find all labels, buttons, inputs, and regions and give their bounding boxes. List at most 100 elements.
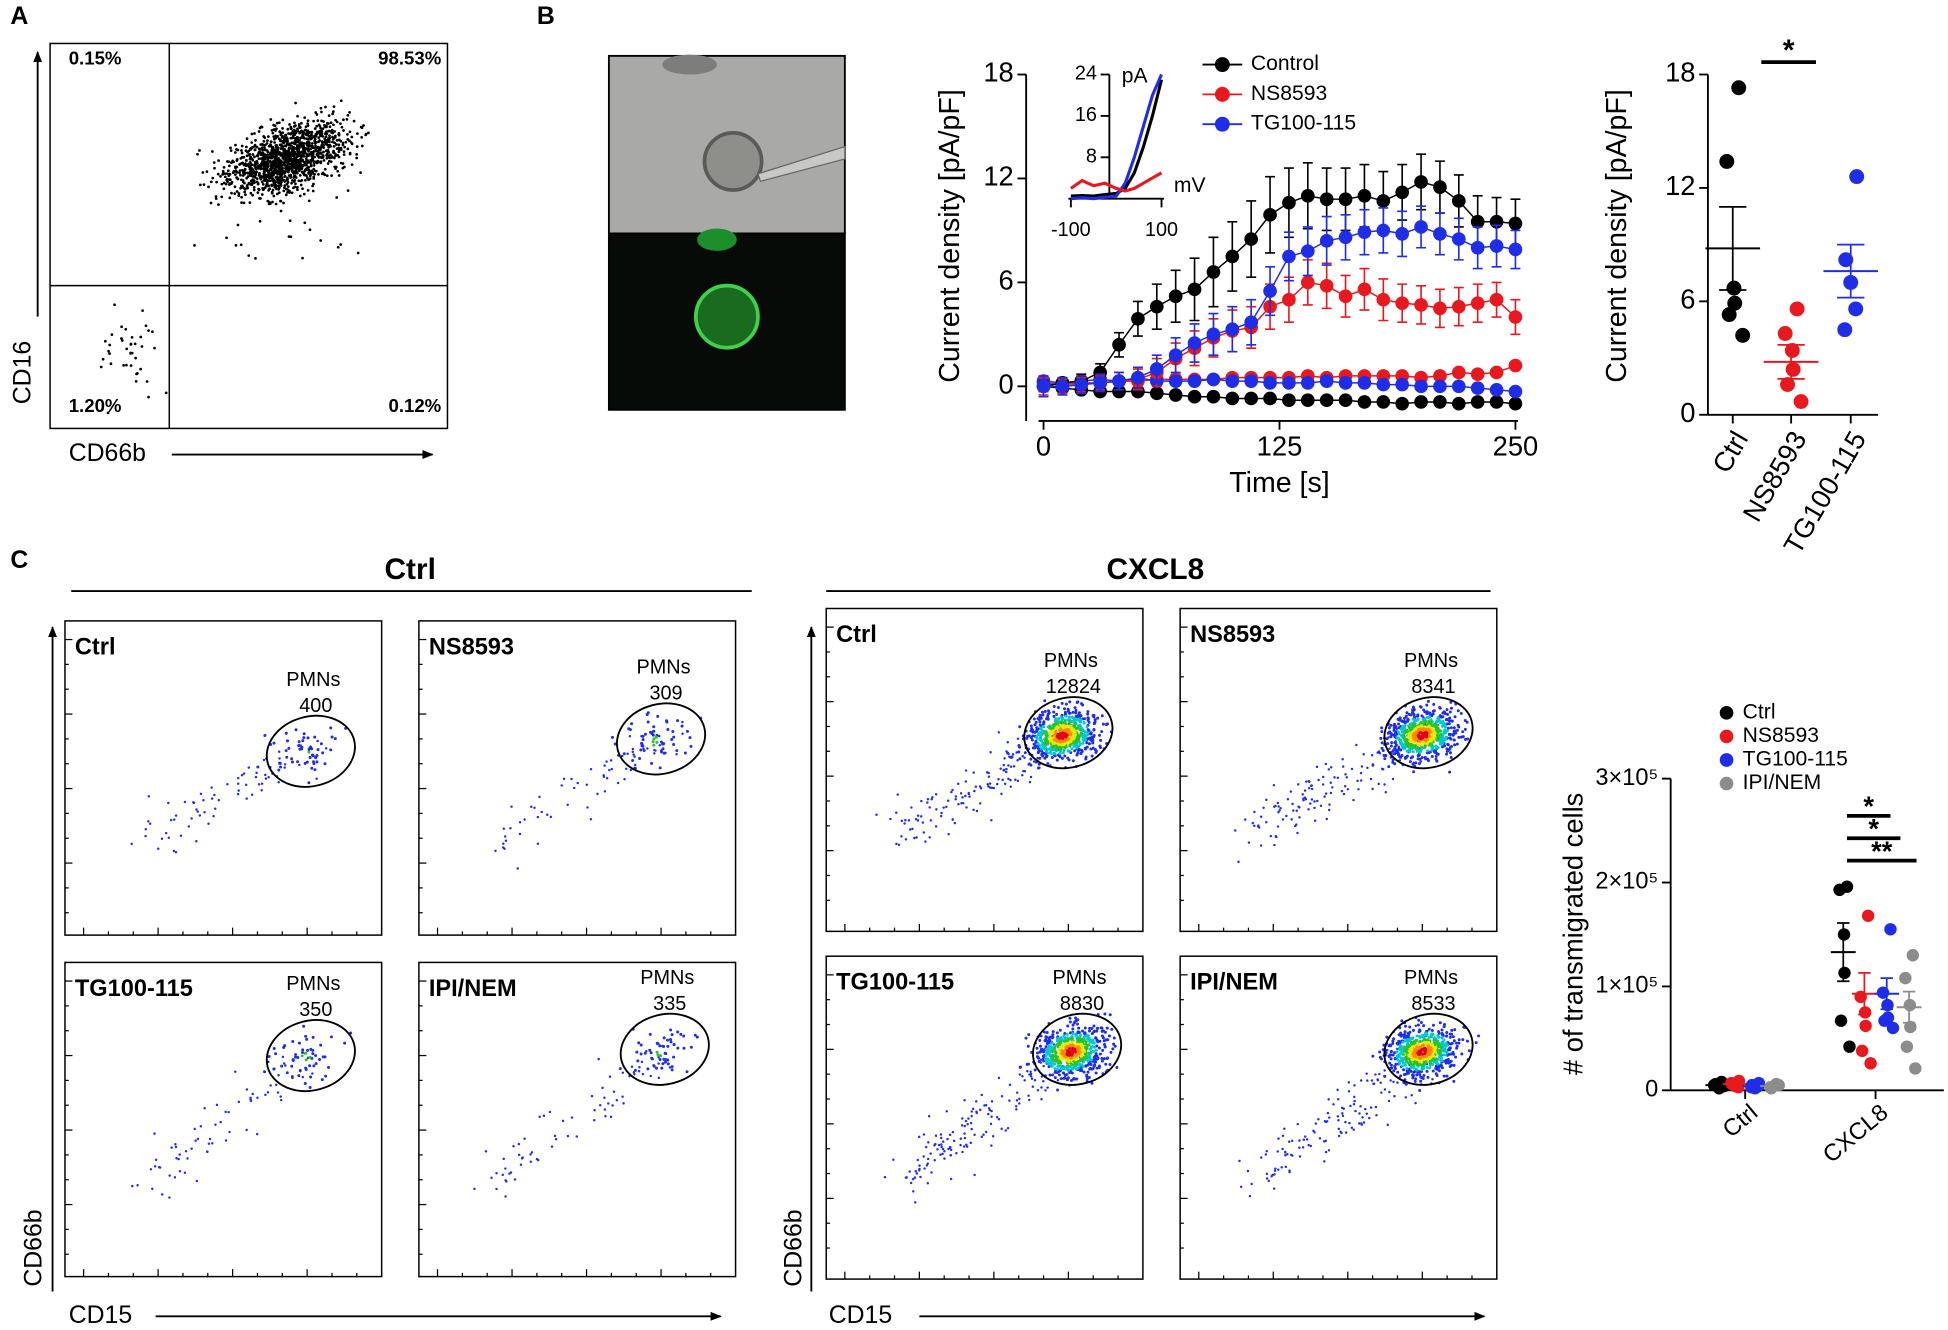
event-dot [278, 761, 282, 765]
event-dot [279, 143, 283, 147]
event-dot [288, 123, 291, 126]
event-dot [1379, 736, 1383, 740]
event-dot [939, 1136, 943, 1140]
event-dot [1085, 725, 1089, 729]
event-dot [266, 169, 270, 173]
event-dot [199, 1124, 203, 1128]
event-dot [942, 806, 945, 809]
event-dot [520, 1157, 524, 1160]
significance-label: * [1868, 813, 1879, 844]
event-dot [301, 130, 304, 133]
event-dot [1098, 733, 1102, 737]
event-dot [282, 172, 286, 175]
event-dot [230, 191, 233, 195]
event-dot [294, 182, 297, 186]
event-dot [269, 173, 273, 177]
event-dot [324, 105, 327, 109]
event-dot [990, 1144, 993, 1147]
event-dot [289, 125, 293, 129]
event-dot [1078, 742, 1082, 746]
event-dot [1052, 1047, 1056, 1051]
event-dot [331, 112, 334, 116]
event-dot [1333, 776, 1336, 779]
event-dot [281, 141, 285, 145]
event-dot [1018, 757, 1022, 761]
event-dot [1098, 744, 1102, 748]
data-point [1719, 154, 1735, 169]
event-dot [1001, 778, 1004, 782]
event-dot [346, 113, 350, 117]
event-dot [991, 1135, 995, 1138]
event-dot [1431, 709, 1435, 713]
event-dot [271, 177, 274, 181]
event-dot [1038, 1038, 1042, 1042]
event-dot [301, 256, 304, 260]
event-dot [973, 1133, 976, 1137]
event-dot [990, 818, 993, 822]
event-dot [904, 838, 908, 841]
event-dot [305, 142, 309, 145]
event-dot [316, 119, 320, 122]
event-dot [172, 849, 176, 853]
event-dot [307, 199, 311, 203]
event-dot [1301, 793, 1304, 796]
event-dot [346, 147, 350, 151]
sem-bar [1837, 243, 1865, 299]
event-dot [257, 173, 261, 177]
event-dot [658, 1044, 662, 1048]
event-dot [949, 1148, 953, 1152]
event-dot [1456, 709, 1460, 713]
event-dot [972, 771, 975, 774]
event-dot [922, 1133, 926, 1136]
event-dot [316, 748, 320, 752]
event-dot [924, 1145, 928, 1149]
event-dot [1329, 766, 1333, 769]
event-dot [294, 101, 297, 105]
event-dot [297, 123, 301, 126]
event-dot [317, 131, 320, 135]
event-dot [641, 744, 645, 748]
event-dot [298, 1068, 302, 1072]
event-dot [274, 1083, 278, 1087]
event-dot [1075, 701, 1079, 704]
event-dot [313, 142, 317, 145]
event-dot [330, 174, 333, 177]
data-point [1357, 395, 1372, 409]
event-dot [106, 411, 110, 415]
event-dot [249, 174, 252, 177]
event-dot [284, 731, 288, 735]
gate [616, 702, 707, 776]
event-dot [979, 787, 983, 790]
event-dot [1307, 786, 1311, 790]
event-dot [355, 156, 359, 160]
event-dot [300, 121, 303, 125]
event-dot [311, 156, 314, 160]
event-dot [646, 747, 649, 750]
event-dot [560, 784, 563, 787]
event-dot [965, 806, 968, 809]
event-dot [261, 148, 264, 152]
event-dot [656, 1053, 660, 1057]
event-dot [344, 140, 348, 144]
event-dot [1052, 714, 1056, 718]
event-dot [1422, 734, 1426, 738]
event-dot [550, 1145, 554, 1148]
event-dot [299, 183, 303, 187]
event-dot [151, 330, 154, 334]
event-dot [922, 831, 926, 834]
data-point [1777, 326, 1793, 341]
data-point [1451, 299, 1466, 314]
event-dot [290, 181, 293, 185]
event-dot [297, 740, 301, 744]
event-dot [260, 146, 264, 150]
event-dot [301, 1075, 305, 1079]
event-dot [229, 149, 233, 152]
event-dot [281, 131, 285, 135]
event-dot [1426, 716, 1430, 720]
event-dot [1040, 739, 1044, 743]
event-dot [280, 170, 284, 174]
legend-marker [1214, 57, 1230, 73]
event-dot [961, 796, 964, 799]
event-dot [125, 363, 128, 367]
sem-bar [1777, 343, 1805, 380]
